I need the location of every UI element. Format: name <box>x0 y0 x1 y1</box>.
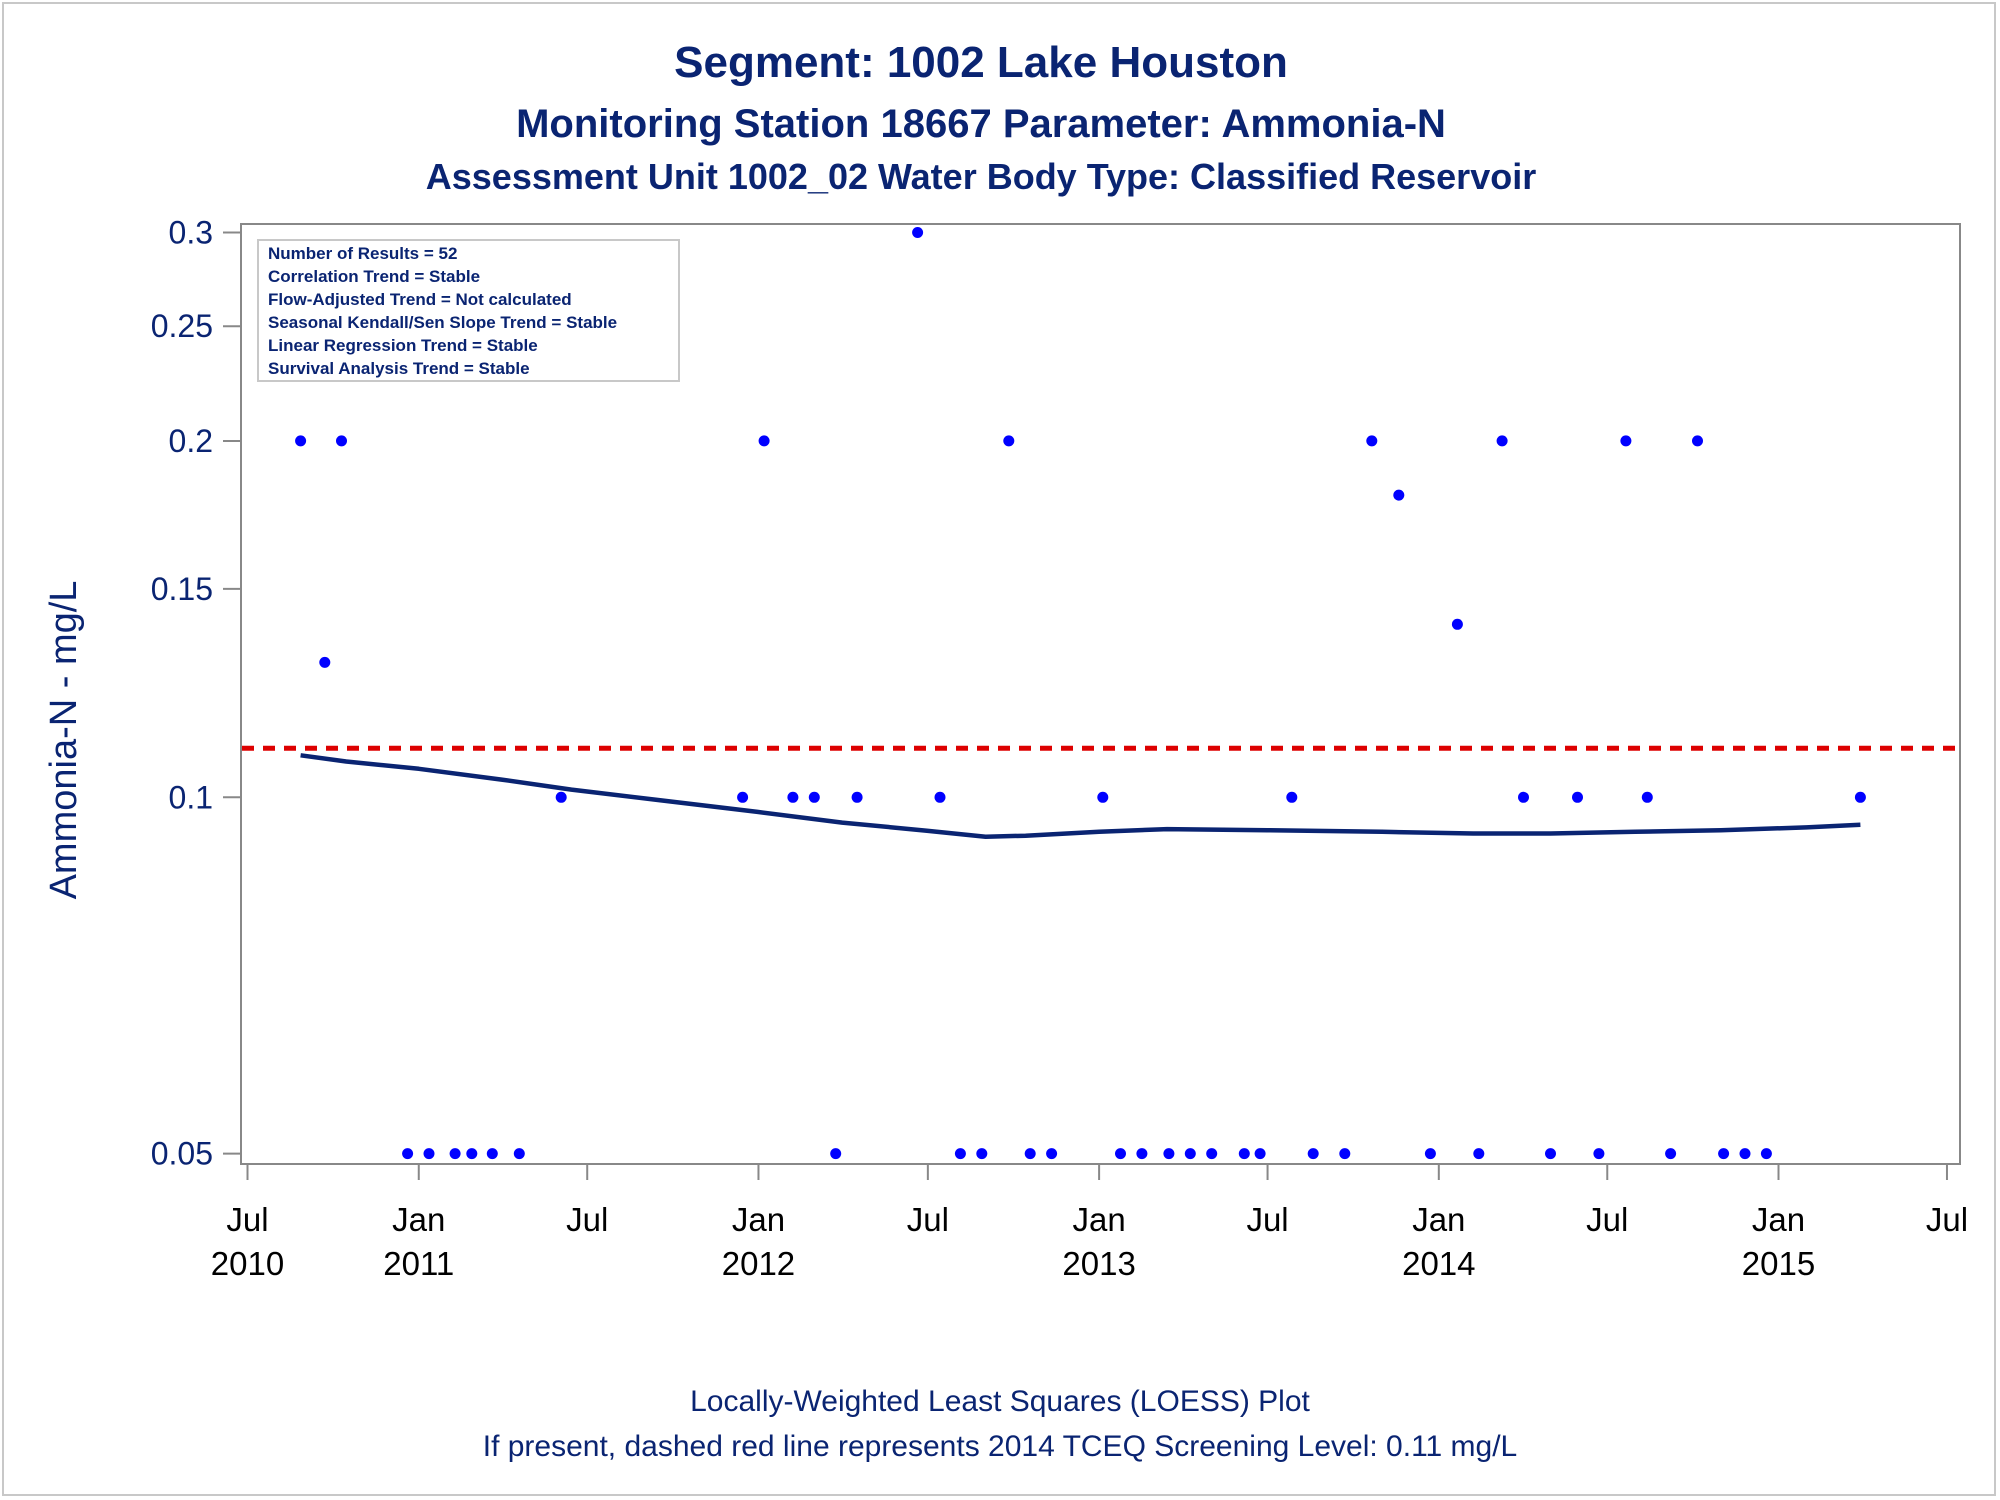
data-point <box>1760 1148 1772 1160</box>
loess-curve <box>300 753 1861 840</box>
x-tick-year-label: 2012 <box>722 1245 795 1282</box>
x-tick-year-label: 2014 <box>1402 1245 1475 1282</box>
data-point <box>1424 1148 1436 1160</box>
data-point <box>449 1148 461 1160</box>
chart-subtitle: Monitoring Station 18667 Parameter: Ammo… <box>516 102 1446 146</box>
x-tick-label: Jul <box>226 1201 268 1238</box>
data-point <box>976 1148 988 1160</box>
data-point <box>1641 791 1653 803</box>
footer-line-1: Locally-Weighted Least Squares (LOESS) P… <box>690 1385 1310 1418</box>
data-point <box>1339 1148 1351 1160</box>
x-tick-year-label: 2013 <box>1062 1245 1135 1282</box>
data-point <box>319 656 331 668</box>
x-tick-label: Jan <box>732 1201 785 1238</box>
info-line: Correlation Trend = Stable <box>268 267 480 286</box>
data-point <box>1046 1148 1058 1160</box>
data-point <box>555 791 567 803</box>
info-line: Number of Results = 52 <box>268 244 457 263</box>
data-point <box>1206 1148 1218 1160</box>
data-points <box>295 227 1866 1160</box>
x-tick-label: Jan <box>1072 1201 1125 1238</box>
y-axis-label: Ammonia-N - mg/L <box>43 581 85 900</box>
data-point <box>1238 1148 1250 1160</box>
x-tick-label: Jul <box>1926 1201 1968 1238</box>
x-tick-label: Jan <box>392 1201 445 1238</box>
data-point <box>1620 435 1632 447</box>
data-point <box>1097 791 1109 803</box>
data-point <box>1184 1148 1196 1160</box>
data-point <box>1665 1148 1677 1160</box>
data-point <box>402 1148 414 1160</box>
data-point <box>1496 435 1508 447</box>
info-line: Seasonal Kendall/Sen Slope Trend = Stabl… <box>268 313 617 332</box>
data-point <box>1473 1148 1485 1160</box>
chart-subtitle-2: Assessment Unit 1002_02 Water Body Type:… <box>426 156 1536 197</box>
data-point <box>830 1148 842 1160</box>
footer-line-2: If present, dashed red line represents 2… <box>483 1430 1518 1463</box>
chart-title: Segment: 1002 Lake Houston <box>674 38 1288 87</box>
info-line: Linear Regression Trend = Stable <box>268 336 538 355</box>
x-tick-label: Jul <box>907 1201 949 1238</box>
data-point <box>1003 435 1015 447</box>
y-tick-label: 0.05 <box>151 1136 213 1172</box>
data-point <box>1163 1148 1175 1160</box>
data-point <box>1286 791 1298 803</box>
data-point <box>486 1148 498 1160</box>
x-tick-label: Jan <box>1752 1201 1805 1238</box>
data-point <box>808 791 820 803</box>
data-point <box>1692 435 1703 447</box>
y-tick-label: 0.3 <box>169 214 213 250</box>
y-tick-label: 0.2 <box>169 423 213 459</box>
data-point <box>1254 1148 1266 1160</box>
data-point <box>423 1148 435 1160</box>
y-tick-label: 0.1 <box>169 779 213 815</box>
data-point <box>1718 1148 1730 1160</box>
data-point <box>1545 1148 1556 1160</box>
data-point <box>934 791 946 803</box>
info-box-frame <box>257 239 680 382</box>
data-point <box>1572 791 1583 803</box>
data-point <box>912 227 924 238</box>
data-point <box>1393 489 1405 501</box>
data-point <box>1366 435 1378 447</box>
data-point <box>513 1148 525 1160</box>
x-tick-year-label: 2015 <box>1742 1245 1815 1282</box>
x-axis: Jul 2010 Jan 2011 Jul Jan 2012 Jul Jan 2013 Jul Jan… <box>211 1163 1968 1282</box>
data-point <box>787 791 799 803</box>
data-point <box>758 435 770 447</box>
data-point <box>851 791 863 803</box>
data-point <box>295 435 307 447</box>
data-point <box>1854 791 1866 803</box>
data-point <box>1115 1148 1126 1160</box>
info-box: Number of Results = 52 Correlation Trend… <box>257 239 680 382</box>
data-point <box>737 791 749 803</box>
info-line: Flow-Adjusted Trend = Not calculated <box>268 290 572 309</box>
x-tick-label: Jul <box>1586 1201 1628 1238</box>
data-point <box>1307 1148 1319 1160</box>
data-point <box>1451 618 1463 630</box>
data-point <box>1593 1148 1605 1160</box>
x-tick-year-label: 2010 <box>211 1245 284 1282</box>
x-tick-year-label: 2011 <box>383 1245 454 1282</box>
y-tick-label: 0.15 <box>151 571 213 607</box>
x-tick-label: Jul <box>566 1201 608 1238</box>
data-point <box>954 1148 966 1160</box>
data-point <box>1518 791 1529 803</box>
data-point <box>1739 1148 1751 1160</box>
info-line: Survival Analysis Trend = Stable <box>268 359 530 378</box>
data-point <box>1024 1148 1036 1160</box>
data-point <box>1136 1148 1148 1160</box>
data-point <box>466 1148 478 1160</box>
x-tick-label: Jul <box>1246 1201 1288 1238</box>
loess-line <box>300 753 1861 840</box>
y-tick-label: 0.25 <box>151 308 213 344</box>
y-axis: 0.05 0.1 0.15 0.2 0.25 0.3 <box>151 214 241 1172</box>
x-tick-label: Jan <box>1412 1201 1465 1238</box>
data-point <box>336 435 347 447</box>
